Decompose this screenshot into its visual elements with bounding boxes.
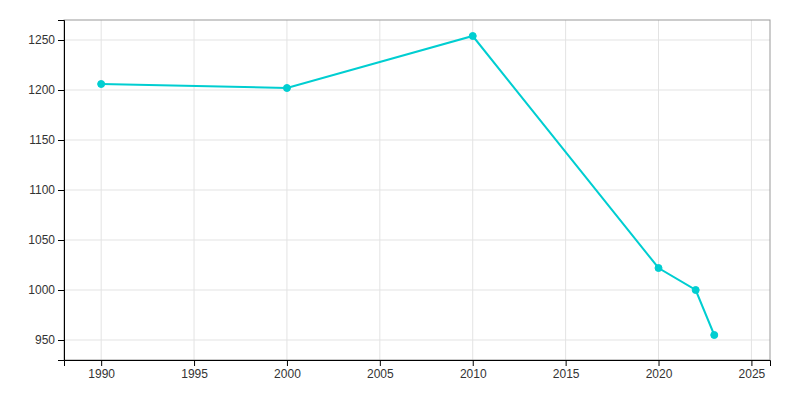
y-tick-label: 1250 [28, 33, 55, 47]
y-tick-label: 1150 [29, 133, 55, 147]
x-tick-label: 1995 [181, 367, 208, 381]
x-tick-label: 2010 [460, 367, 487, 381]
chart-svg: 1990 1995 2000 2005 2010 2015 2020 2025 950 1000 1… [0, 0, 800, 400]
x-tick: 1990 [88, 360, 115, 381]
x-tick-label: 2005 [367, 367, 394, 381]
y-grid-line [64, 90, 770, 91]
chart-container: 1990 1995 2000 2005 2010 2015 2020 2025 950 1000 1… [0, 0, 800, 400]
x-tick-mark [473, 360, 474, 366]
point [711, 332, 718, 339]
point [98, 81, 105, 88]
x-tick: 2025 [739, 360, 766, 381]
line [101, 36, 714, 335]
x-tick-label: 2020 [646, 367, 673, 381]
y-tick-mark [58, 190, 64, 191]
x-tick: 2005 [367, 360, 394, 381]
x-tick: 2020 [646, 360, 673, 381]
point [469, 33, 476, 40]
y-tick: 1050 [28, 233, 64, 247]
x-tick-mark [566, 360, 567, 366]
x-axis: 1990 1995 2000 2005 2010 2015 2020 2025 [65, 360, 771, 381]
y-tick-mark [58, 340, 64, 341]
y-tick: 1200 [28, 83, 64, 97]
y-tick-label: 1050 [28, 233, 55, 247]
y-grid-line [64, 340, 770, 341]
y-grid-line [64, 40, 770, 41]
y-grid-line [64, 240, 770, 241]
x-tick-mark [380, 360, 381, 366]
y-tick-mark [58, 240, 64, 241]
y-tick-label: 950 [35, 333, 55, 347]
y-axis: 950 1000 1050 1100 1150 1200 1250 [28, 21, 64, 361]
y-grid-line [64, 290, 770, 291]
x-tick-label: 1990 [88, 367, 115, 381]
y-tick: 950 [35, 333, 64, 347]
y-tick: 1150 [29, 133, 64, 147]
y-tick: 1100 [29, 183, 64, 197]
y-tick-mark [58, 140, 64, 141]
y-tick-label: 1000 [28, 283, 55, 297]
x-tick-label: 2015 [553, 367, 580, 381]
x-tick: 2015 [553, 360, 580, 381]
y-tick-mark [58, 40, 64, 41]
y-axis-line [58, 21, 65, 361]
plot-frame [64, 20, 770, 360]
x-tick: 2010 [460, 360, 487, 381]
x-tick-mark [101, 360, 102, 366]
grid [64, 20, 770, 360]
x-tick-mark [194, 360, 195, 366]
point [283, 85, 290, 92]
plot-area [98, 33, 718, 339]
y-tick-mark [58, 90, 64, 91]
y-tick-label: 1100 [29, 183, 55, 197]
point [692, 287, 699, 294]
y-tick-label: 1200 [28, 83, 55, 97]
x-tick-label: 2000 [274, 367, 301, 381]
x-tick: 2000 [274, 360, 301, 381]
x-tick-mark [751, 360, 752, 366]
point [655, 265, 662, 272]
x-tick-label: 2025 [739, 367, 766, 381]
y-tick-mark [58, 290, 64, 291]
y-tick: 1250 [28, 33, 64, 47]
x-tick-mark [287, 360, 288, 366]
y-tick: 1000 [28, 283, 64, 297]
x-tick: 1995 [181, 360, 208, 381]
y-grid-line [64, 140, 770, 141]
x-axis-line [65, 361, 771, 367]
x-tick-mark [659, 360, 660, 366]
y-grid-line [64, 190, 770, 191]
